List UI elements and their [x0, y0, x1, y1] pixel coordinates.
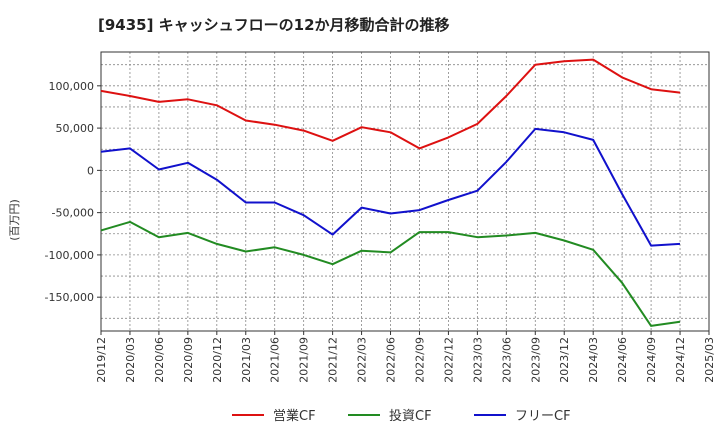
x-tick-label: 2021/06	[269, 337, 282, 383]
series-line-1	[100, 58, 681, 150]
x-tick-label: 2020/12	[211, 337, 224, 383]
x-tick-label: 2022/06	[385, 337, 398, 383]
legend-label: フリーCF	[515, 409, 571, 424]
series-line-3	[100, 127, 681, 247]
x-tick-label: 2024/09	[645, 337, 658, 383]
x-tick-label: 2020/09	[182, 337, 195, 383]
x-tick-label: 2023/12	[558, 337, 571, 383]
x-tick-label: 2019/12	[95, 337, 108, 383]
x-tick-label: 2021/09	[298, 337, 311, 383]
x-tick-label: 2021/03	[240, 337, 253, 383]
series-line-2	[100, 220, 681, 327]
y-tick-label: -100,000	[45, 249, 94, 262]
x-tick-label: 2024/03	[587, 337, 600, 383]
x-tick-label: 2023/03	[471, 337, 484, 383]
x-tick-label: 2024/12	[674, 337, 687, 383]
legend-label: 投資CF	[389, 408, 432, 424]
x-tick-label: 2022/09	[413, 337, 426, 383]
x-tick-label: 2020/06	[153, 337, 166, 383]
x-tick-label: 2024/06	[616, 337, 629, 383]
y-tick-label: -50,000	[52, 207, 94, 220]
x-tick-label: 2022/12	[442, 337, 455, 383]
x-tick-label: 2025/03	[703, 337, 716, 383]
plot-frame	[100, 51, 710, 332]
x-tick-label: 2023/09	[529, 337, 542, 383]
y-tick-label: 100,000	[49, 80, 95, 93]
y-tick-label: 0	[87, 164, 94, 177]
x-tick-label: 2021/12	[327, 337, 340, 383]
y-tick-label: 50,000	[56, 122, 95, 135]
x-tick-label: 2020/03	[124, 337, 137, 383]
chart-title: [9435] キャッシュフローの12か月移動合計の推移	[98, 16, 450, 34]
y-tick-label: -150,000	[45, 291, 94, 304]
x-tick-label: 2022/03	[356, 337, 369, 383]
x-tick-label: 2023/06	[500, 337, 513, 383]
legend-label: 営業CF	[273, 408, 316, 424]
